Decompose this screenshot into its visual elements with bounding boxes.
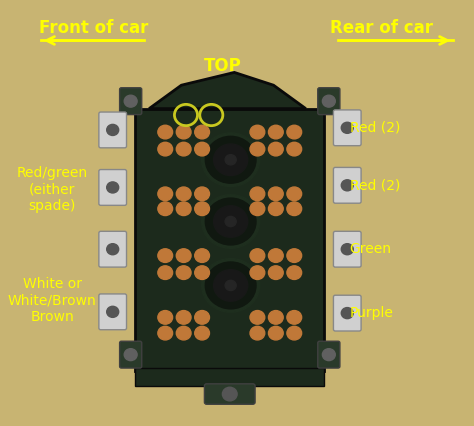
Circle shape (195, 326, 210, 340)
Circle shape (195, 125, 210, 139)
Circle shape (124, 348, 137, 360)
FancyBboxPatch shape (318, 88, 340, 115)
Circle shape (250, 311, 265, 324)
Text: White or
White/Brown
Brown: White or White/Brown Brown (8, 277, 97, 323)
Circle shape (250, 202, 265, 216)
Circle shape (201, 133, 260, 187)
Circle shape (107, 306, 118, 317)
Circle shape (195, 266, 210, 279)
FancyBboxPatch shape (119, 341, 142, 368)
Circle shape (250, 326, 265, 340)
Circle shape (205, 136, 256, 183)
Circle shape (341, 180, 353, 191)
Circle shape (195, 249, 210, 262)
Circle shape (268, 266, 283, 279)
Text: Front of car: Front of car (39, 19, 148, 37)
Circle shape (201, 195, 260, 248)
Bar (135, 109, 324, 371)
Circle shape (268, 125, 283, 139)
Circle shape (176, 266, 191, 279)
Circle shape (176, 311, 191, 324)
Circle shape (195, 142, 210, 156)
Circle shape (225, 216, 236, 227)
Circle shape (158, 142, 173, 156)
FancyBboxPatch shape (99, 170, 127, 205)
Circle shape (322, 95, 335, 107)
Circle shape (341, 244, 353, 255)
Circle shape (195, 311, 210, 324)
Text: TOP: TOP (204, 57, 242, 75)
Circle shape (176, 142, 191, 156)
Circle shape (268, 311, 283, 324)
Circle shape (287, 125, 301, 139)
Text: Rear of car: Rear of car (330, 19, 433, 37)
FancyBboxPatch shape (318, 341, 340, 368)
FancyBboxPatch shape (333, 110, 361, 146)
Circle shape (225, 280, 236, 291)
Circle shape (176, 326, 191, 340)
Text: Red (2): Red (2) (349, 178, 400, 192)
Circle shape (195, 202, 210, 216)
Circle shape (205, 198, 256, 245)
Circle shape (124, 95, 137, 107)
Circle shape (322, 348, 335, 360)
Circle shape (107, 182, 118, 193)
Circle shape (158, 311, 173, 324)
Circle shape (158, 125, 173, 139)
Circle shape (107, 124, 118, 135)
Circle shape (107, 244, 118, 255)
FancyBboxPatch shape (333, 231, 361, 267)
Circle shape (287, 202, 301, 216)
Circle shape (158, 249, 173, 262)
Circle shape (250, 249, 265, 262)
Circle shape (250, 266, 265, 279)
Circle shape (205, 262, 256, 309)
Circle shape (250, 125, 265, 139)
Circle shape (287, 249, 301, 262)
FancyBboxPatch shape (99, 294, 127, 330)
Circle shape (158, 187, 173, 201)
FancyBboxPatch shape (99, 231, 127, 267)
Text: Purple: Purple (349, 306, 393, 320)
Text: Red (2): Red (2) (349, 121, 400, 135)
Circle shape (176, 187, 191, 201)
Circle shape (341, 122, 353, 133)
Circle shape (268, 187, 283, 201)
Bar (135, 368, 324, 386)
FancyBboxPatch shape (333, 167, 361, 203)
Text: Red/green
(either
spade): Red/green (either spade) (17, 167, 88, 213)
Circle shape (158, 202, 173, 216)
Circle shape (250, 187, 265, 201)
Circle shape (176, 125, 191, 139)
Circle shape (222, 387, 237, 401)
Circle shape (268, 202, 283, 216)
Circle shape (158, 326, 173, 340)
Polygon shape (149, 72, 306, 109)
Circle shape (287, 142, 301, 156)
Text: Green: Green (349, 242, 392, 256)
Circle shape (214, 270, 248, 301)
Circle shape (268, 326, 283, 340)
Circle shape (341, 308, 353, 319)
FancyBboxPatch shape (119, 88, 142, 115)
Circle shape (195, 187, 210, 201)
Circle shape (225, 155, 236, 165)
Circle shape (176, 202, 191, 216)
Circle shape (201, 259, 260, 312)
FancyBboxPatch shape (204, 384, 255, 404)
Circle shape (176, 249, 191, 262)
Circle shape (287, 266, 301, 279)
FancyBboxPatch shape (333, 295, 361, 331)
Circle shape (214, 206, 248, 237)
Circle shape (250, 142, 265, 156)
Circle shape (287, 187, 301, 201)
Circle shape (287, 326, 301, 340)
Circle shape (268, 249, 283, 262)
Circle shape (158, 266, 173, 279)
Circle shape (268, 142, 283, 156)
Circle shape (287, 311, 301, 324)
FancyBboxPatch shape (99, 112, 127, 148)
Circle shape (214, 144, 248, 176)
